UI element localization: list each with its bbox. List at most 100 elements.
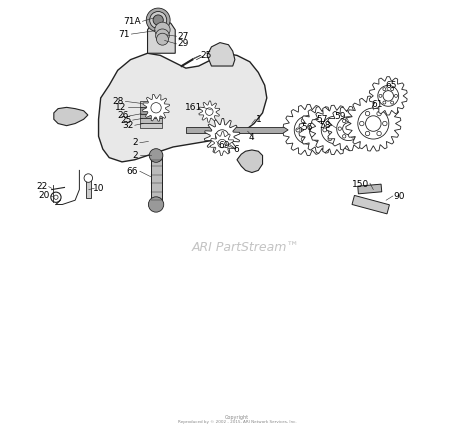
Bar <box>186 127 374 133</box>
Circle shape <box>216 130 228 143</box>
Text: 2: 2 <box>133 138 138 147</box>
Polygon shape <box>310 105 359 155</box>
Circle shape <box>343 123 355 135</box>
Text: 20: 20 <box>38 191 50 201</box>
Bar <box>352 196 390 214</box>
Text: 10: 10 <box>93 184 104 193</box>
Circle shape <box>317 128 321 132</box>
Text: 26: 26 <box>117 111 128 121</box>
Text: 65: 65 <box>385 81 397 90</box>
Text: 66: 66 <box>127 167 138 176</box>
Text: 4: 4 <box>248 132 254 142</box>
Circle shape <box>365 116 381 131</box>
Polygon shape <box>369 77 407 115</box>
Circle shape <box>51 192 61 202</box>
Text: 58: 58 <box>319 121 331 130</box>
Circle shape <box>312 137 316 141</box>
Circle shape <box>323 128 327 132</box>
Circle shape <box>296 128 300 132</box>
Polygon shape <box>346 96 401 151</box>
Polygon shape <box>204 118 240 154</box>
Circle shape <box>153 15 164 25</box>
Circle shape <box>301 123 316 137</box>
Text: 59: 59 <box>334 112 346 121</box>
Circle shape <box>330 128 334 132</box>
Circle shape <box>328 119 332 123</box>
Circle shape <box>150 12 167 29</box>
Text: 150: 150 <box>352 179 369 189</box>
Circle shape <box>379 94 382 97</box>
Text: 61: 61 <box>371 100 383 109</box>
Circle shape <box>377 111 381 116</box>
Polygon shape <box>210 132 234 155</box>
Circle shape <box>316 124 328 136</box>
Bar <box>140 114 162 118</box>
Bar <box>140 123 162 128</box>
Text: Reproduced by © 2002 - 2015, ARI Network Services, Inc.: Reproduced by © 2002 - 2015, ARI Network… <box>178 420 296 424</box>
Bar <box>140 101 162 106</box>
Circle shape <box>365 131 370 136</box>
Circle shape <box>338 119 342 123</box>
Circle shape <box>351 135 355 138</box>
Circle shape <box>394 94 398 97</box>
Text: 161: 161 <box>185 103 202 112</box>
Circle shape <box>151 103 161 113</box>
Text: 25: 25 <box>120 115 131 125</box>
Circle shape <box>383 121 387 126</box>
Circle shape <box>301 137 305 141</box>
Circle shape <box>343 119 346 123</box>
Circle shape <box>149 149 163 162</box>
Circle shape <box>365 111 370 116</box>
Bar <box>151 153 162 204</box>
Circle shape <box>54 195 58 199</box>
Circle shape <box>156 33 168 45</box>
Bar <box>140 118 162 123</box>
Circle shape <box>383 88 386 91</box>
Circle shape <box>146 8 170 32</box>
Text: 27: 27 <box>177 32 189 41</box>
Text: 6: 6 <box>234 145 239 155</box>
Text: 90: 90 <box>394 192 405 201</box>
Text: 25: 25 <box>201 51 212 60</box>
Circle shape <box>391 101 393 104</box>
Text: 29: 29 <box>177 39 189 49</box>
Polygon shape <box>99 53 267 162</box>
Circle shape <box>294 115 323 144</box>
Circle shape <box>316 136 319 140</box>
Circle shape <box>391 88 393 91</box>
Polygon shape <box>207 43 235 66</box>
Circle shape <box>310 117 335 143</box>
Text: 1: 1 <box>256 115 262 124</box>
Circle shape <box>316 120 319 124</box>
Circle shape <box>325 120 329 124</box>
Text: 22: 22 <box>36 182 47 191</box>
Circle shape <box>328 123 342 137</box>
Text: 69: 69 <box>218 141 230 150</box>
Text: Copyright: Copyright <box>225 415 249 420</box>
Circle shape <box>328 137 332 141</box>
Circle shape <box>356 127 359 130</box>
Text: 57: 57 <box>316 115 328 124</box>
Circle shape <box>343 128 347 132</box>
Polygon shape <box>299 107 346 153</box>
Circle shape <box>351 119 355 123</box>
Text: 28: 28 <box>113 97 124 106</box>
Circle shape <box>312 119 316 123</box>
Bar <box>86 179 91 198</box>
Circle shape <box>378 85 399 106</box>
Circle shape <box>358 108 389 139</box>
Circle shape <box>155 22 170 37</box>
Text: 12: 12 <box>115 103 126 112</box>
Circle shape <box>338 127 341 130</box>
Polygon shape <box>143 94 170 121</box>
Text: ARI PartStream™: ARI PartStream™ <box>191 241 300 253</box>
Circle shape <box>301 119 305 123</box>
Polygon shape <box>199 101 220 122</box>
Circle shape <box>343 135 346 138</box>
Text: 71A: 71A <box>124 17 141 26</box>
Circle shape <box>383 101 386 104</box>
Polygon shape <box>54 107 88 126</box>
Bar <box>358 184 382 194</box>
Text: 71: 71 <box>118 29 130 39</box>
Circle shape <box>321 116 349 144</box>
